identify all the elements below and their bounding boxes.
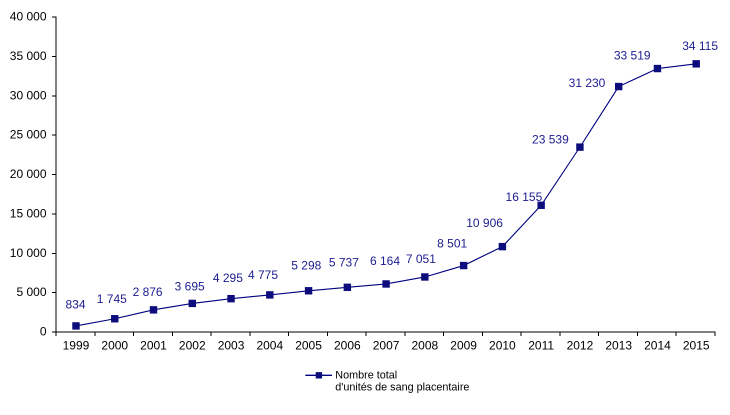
svg-text:33 519: 33 519 bbox=[614, 48, 651, 62]
svg-text:2 876: 2 876 bbox=[133, 285, 163, 299]
svg-text:2007: 2007 bbox=[373, 338, 400, 352]
svg-text:23 539: 23 539 bbox=[532, 132, 569, 146]
svg-text:10 000: 10 000 bbox=[10, 246, 47, 260]
svg-text:1 745: 1 745 bbox=[97, 292, 127, 306]
svg-text:34 115: 34 115 bbox=[682, 39, 718, 53]
svg-text:10 906: 10 906 bbox=[466, 216, 503, 230]
svg-text:8 501: 8 501 bbox=[437, 237, 467, 251]
svg-text:2015: 2015 bbox=[683, 338, 710, 352]
svg-text:Nombre total: Nombre total bbox=[335, 370, 397, 382]
svg-text:2001: 2001 bbox=[140, 338, 167, 352]
svg-text:31 230: 31 230 bbox=[569, 76, 606, 90]
svg-text:834: 834 bbox=[65, 297, 85, 311]
svg-text:0: 0 bbox=[40, 325, 47, 339]
svg-text:7 051: 7 051 bbox=[406, 252, 436, 266]
svg-text:5 737: 5 737 bbox=[329, 255, 359, 269]
svg-text:2005: 2005 bbox=[295, 338, 322, 352]
svg-text:d'unités de sang placentaire: d'unités de sang placentaire bbox=[335, 382, 469, 394]
svg-text:2002: 2002 bbox=[179, 338, 206, 352]
svg-text:2003: 2003 bbox=[218, 338, 245, 352]
svg-text:2008: 2008 bbox=[412, 338, 439, 352]
svg-text:2013: 2013 bbox=[605, 338, 632, 352]
svg-text:2009: 2009 bbox=[450, 338, 477, 352]
svg-text:15 000: 15 000 bbox=[10, 206, 47, 220]
svg-text:35 000: 35 000 bbox=[10, 49, 47, 63]
svg-text:2006: 2006 bbox=[334, 338, 361, 352]
svg-text:5 000: 5 000 bbox=[16, 285, 46, 299]
svg-text:2010: 2010 bbox=[489, 338, 516, 352]
svg-text:30 000: 30 000 bbox=[10, 88, 47, 102]
svg-text:2011: 2011 bbox=[528, 338, 554, 352]
svg-text:2000: 2000 bbox=[101, 338, 128, 352]
svg-text:3 695: 3 695 bbox=[175, 279, 205, 293]
svg-text:20 000: 20 000 bbox=[10, 167, 47, 181]
svg-text:2012: 2012 bbox=[567, 338, 594, 352]
svg-text:4 775: 4 775 bbox=[248, 268, 278, 282]
svg-text:4 295: 4 295 bbox=[213, 271, 243, 285]
svg-text:40 000: 40 000 bbox=[10, 10, 47, 24]
svg-text:16 155: 16 155 bbox=[506, 190, 543, 204]
svg-text:5 298: 5 298 bbox=[291, 258, 321, 272]
svg-text:25 000: 25 000 bbox=[10, 128, 47, 142]
svg-text:2014: 2014 bbox=[644, 338, 671, 352]
svg-text:1999: 1999 bbox=[63, 338, 90, 352]
svg-text:2004: 2004 bbox=[256, 338, 283, 352]
svg-text:6 164: 6 164 bbox=[370, 254, 400, 268]
